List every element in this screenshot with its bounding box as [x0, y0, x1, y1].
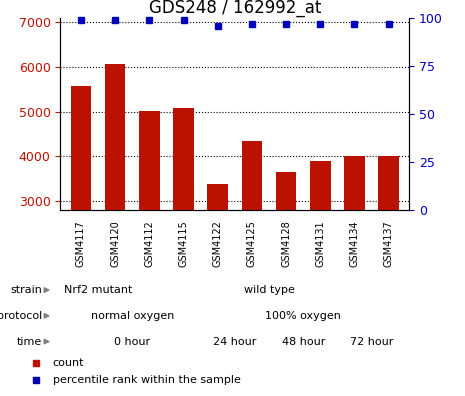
Text: GSM4128: GSM4128: [281, 220, 291, 267]
Text: 48 hour: 48 hour: [281, 337, 325, 346]
Text: GSM4120: GSM4120: [110, 220, 120, 267]
Text: 72 hour: 72 hour: [350, 337, 393, 346]
Bar: [242, 141, 262, 335]
Bar: [276, 172, 296, 335]
Text: GSM4117: GSM4117: [76, 220, 86, 267]
Text: 100% oxygen: 100% oxygen: [265, 311, 341, 321]
Bar: [71, 86, 91, 335]
Text: GSM4131: GSM4131: [315, 220, 326, 267]
Text: GSM4112: GSM4112: [144, 220, 154, 267]
Bar: [207, 185, 228, 335]
Text: wild type: wild type: [244, 285, 294, 295]
Text: normal oxygen: normal oxygen: [91, 311, 174, 321]
Text: GSM4125: GSM4125: [247, 220, 257, 267]
Bar: [105, 64, 126, 335]
Bar: [310, 161, 331, 335]
Text: time: time: [17, 337, 42, 346]
Bar: [173, 109, 194, 335]
Text: protocol: protocol: [0, 311, 42, 321]
Title: GDS248 / 162992_at: GDS248 / 162992_at: [149, 0, 321, 17]
Text: strain: strain: [10, 285, 42, 295]
Text: 0 hour: 0 hour: [114, 337, 150, 346]
Text: GSM4122: GSM4122: [213, 220, 223, 267]
Text: percentile rank within the sample: percentile rank within the sample: [53, 375, 240, 385]
Text: GSM4115: GSM4115: [179, 220, 188, 267]
Text: GSM4134: GSM4134: [350, 220, 359, 267]
Text: 24 hour: 24 hour: [213, 337, 257, 346]
Text: count: count: [53, 358, 84, 368]
Bar: [139, 111, 159, 335]
Text: GSM4137: GSM4137: [384, 220, 394, 267]
Bar: [379, 156, 399, 335]
Bar: [344, 156, 365, 335]
Text: Nrf2 mutant: Nrf2 mutant: [64, 285, 132, 295]
